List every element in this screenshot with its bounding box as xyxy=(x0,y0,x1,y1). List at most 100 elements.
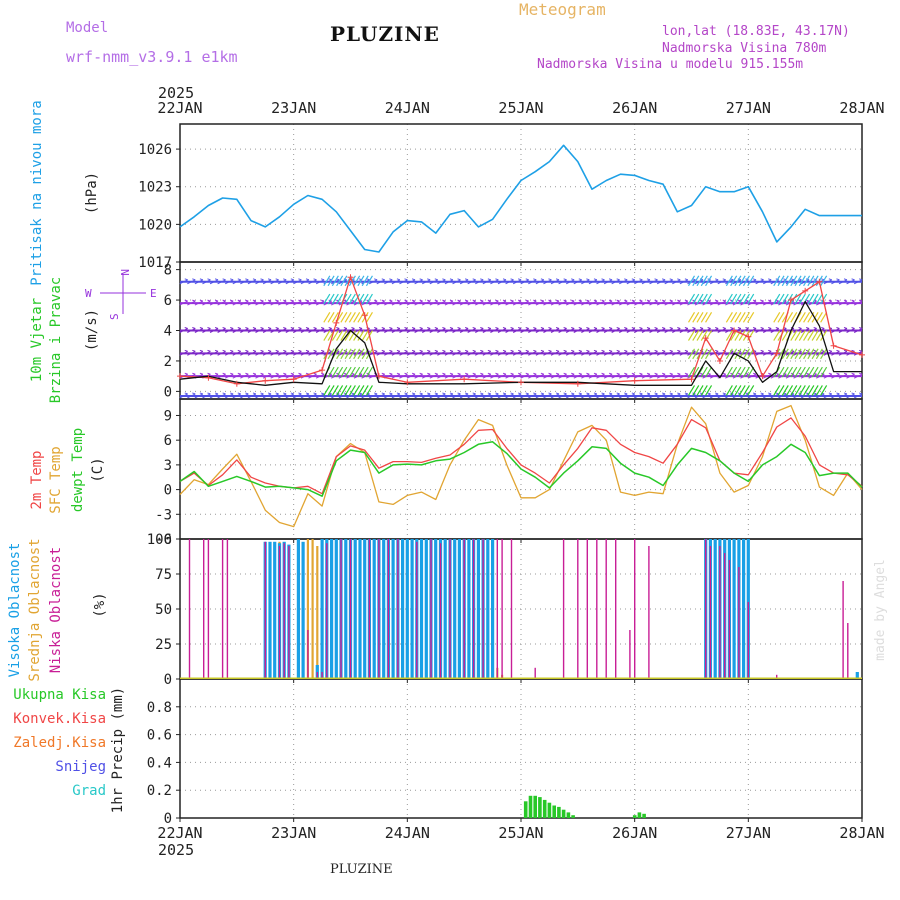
wind-arrow xyxy=(763,372,772,379)
wind-arrow xyxy=(232,392,242,399)
wind-burst-arrow xyxy=(781,330,789,341)
wind-burst-arrow xyxy=(725,312,733,323)
wind-arrow xyxy=(217,392,226,399)
date-tick-bottom: 22JAN xyxy=(157,824,202,842)
wind-arrow xyxy=(285,372,295,379)
wind-arrow xyxy=(588,278,598,285)
wind-arrow xyxy=(672,278,681,285)
wind-arrow xyxy=(672,349,681,356)
total-precip-bar xyxy=(637,812,642,818)
high-cloud-label: Visoka Oblacnost xyxy=(7,543,23,678)
wind-gust-marker xyxy=(773,350,780,357)
wind-arrow xyxy=(240,392,249,399)
wind-arrow xyxy=(399,299,408,306)
wind-burst-arrow xyxy=(781,348,789,360)
wind-arrow xyxy=(664,327,673,333)
wind-arrow xyxy=(846,327,855,333)
wind-arrow xyxy=(278,392,287,399)
wind-burst-arrow xyxy=(687,275,696,287)
mid-cloud-bar xyxy=(306,539,309,679)
tsfc-label: SFC Temp xyxy=(48,446,64,513)
wind-arrow xyxy=(179,278,188,285)
wind-burst-arrow xyxy=(725,348,733,360)
wind-arrow xyxy=(565,349,575,356)
low-cloud-bar xyxy=(349,539,352,679)
wind-arrow xyxy=(391,327,401,333)
wind-arrow xyxy=(353,349,363,356)
wind-arrow xyxy=(656,278,666,285)
wind-burst-arrow xyxy=(738,275,746,287)
wind-arrow xyxy=(429,327,439,333)
wind-arrow xyxy=(187,299,196,306)
wind-arrow xyxy=(217,349,226,356)
mid-cloud-label: Srednja Oblacnost xyxy=(27,538,43,681)
y-tick-label: 100 xyxy=(147,532,172,548)
y-tick-label: 50 xyxy=(155,602,172,618)
wind-arrow xyxy=(581,372,590,379)
wind-arrow xyxy=(755,278,764,285)
product-title: Meteogram xyxy=(519,0,606,19)
wind-burst-arrow xyxy=(798,275,806,287)
wind-arrow xyxy=(512,392,522,399)
wind-burst-arrow xyxy=(742,385,750,396)
wind-burst-arrow xyxy=(340,348,348,360)
wind-arrow xyxy=(611,372,620,379)
wind-arrow xyxy=(831,372,840,379)
total-precip-bar xyxy=(557,806,561,818)
precip-legend-item: Zaledj.Kisa xyxy=(13,735,106,751)
wind-arrow xyxy=(490,392,499,399)
wind-arrow xyxy=(217,327,226,333)
wind-arrow xyxy=(838,392,848,399)
y-tick-label: 3 xyxy=(164,458,172,474)
wind-arrow xyxy=(694,327,704,333)
wind-burst-arrow xyxy=(687,330,696,341)
wind-arrow xyxy=(520,278,529,285)
wind-arrow xyxy=(399,372,408,379)
wind-burst-arrow xyxy=(798,330,806,341)
wind-burst-arrow xyxy=(348,330,356,341)
wind-burst-arrow xyxy=(820,348,828,360)
wind-arrow xyxy=(232,299,242,306)
wind-burst-arrow xyxy=(798,293,806,305)
wind-arrow xyxy=(641,278,651,285)
low-cloud-bar xyxy=(387,539,390,679)
low-cloud-bar xyxy=(847,623,849,679)
wind-arrow xyxy=(285,299,295,306)
low-cloud-bar xyxy=(439,543,442,679)
wind-arrow xyxy=(270,299,279,306)
wind-burst-arrow xyxy=(331,385,339,396)
wind-arrow xyxy=(384,392,393,399)
wind-burst-arrow xyxy=(327,312,335,323)
wind-arrow xyxy=(459,392,469,399)
y-tick-label: -6 xyxy=(155,532,172,548)
wind-burst-arrow xyxy=(790,330,798,341)
wind-burst-arrow xyxy=(786,312,794,323)
wind-burst-arrow xyxy=(786,366,794,378)
wind-arrow xyxy=(490,278,499,285)
wind-burst-arrow xyxy=(734,348,742,360)
y-tick-label: 75 xyxy=(155,567,172,583)
wind-arrow xyxy=(437,372,446,379)
wind-burst-arrow xyxy=(725,366,733,378)
wind-arrow xyxy=(293,372,302,379)
wind-burst-arrow xyxy=(742,366,750,378)
wind-arrow xyxy=(331,327,340,333)
wind-burst-arrow xyxy=(323,275,331,287)
wind-arrow xyxy=(596,372,605,379)
high-cloud-bar xyxy=(334,539,338,679)
wind-burst-arrow xyxy=(357,293,365,305)
wind-arrow xyxy=(709,278,719,285)
wind-burst-arrow xyxy=(357,275,365,287)
wind-burst-arrow xyxy=(786,293,794,305)
low-cloud-bar xyxy=(648,546,650,679)
wind-arrow xyxy=(429,392,439,399)
wind-burst-arrow xyxy=(747,312,755,323)
wind-arrow xyxy=(475,349,484,356)
y-tick-label: 2 xyxy=(164,354,172,370)
wind-burst-arrow xyxy=(323,330,331,341)
wind-arrow xyxy=(543,372,552,379)
wind-burst-arrow xyxy=(811,330,819,341)
wind-arrow xyxy=(224,372,234,379)
wind-burst-arrow xyxy=(705,275,713,287)
